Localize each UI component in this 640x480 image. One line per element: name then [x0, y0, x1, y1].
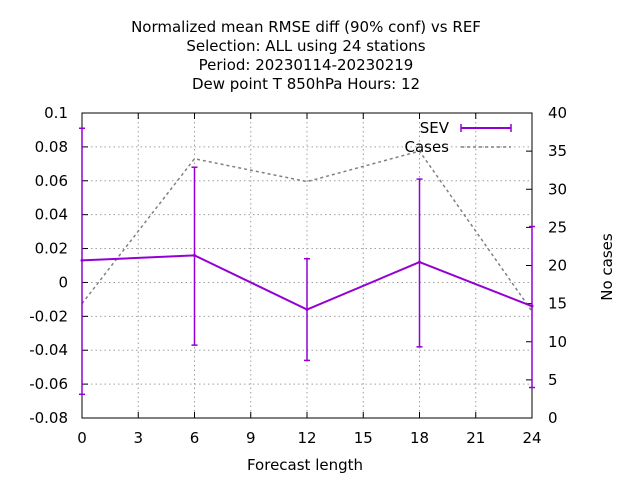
x-tick-label: 18 [410, 429, 429, 447]
data-point-sev [530, 304, 534, 308]
x-tick-label: 12 [297, 429, 316, 447]
title-line: Normalized mean RMSE diff (90% conf) vs … [131, 18, 481, 36]
y2-tick-label: 0 [548, 409, 558, 427]
title-line: Period: 20230114-20230219 [199, 56, 414, 74]
y2-tick-label: 25 [548, 218, 567, 236]
y-tick-label: 0.04 [35, 206, 68, 224]
y-axis-ticks: -0.08 -0.06 -0.04 -0.02 0 0.02 0.04 0.06 0.08 0.1 [29, 104, 88, 427]
y-tick-label: 0.02 [35, 240, 68, 258]
x-tick-label: 3 [133, 429, 143, 447]
y2-tick-label: 15 [548, 295, 567, 313]
y2-tick-label: 10 [548, 333, 567, 351]
series [79, 127, 535, 396]
y2-tick-label: 30 [548, 180, 567, 198]
x-tick-label: 15 [354, 429, 373, 447]
data-point-sev [418, 260, 421, 264]
x-tick-label: 6 [190, 429, 200, 447]
data-point-sev [193, 253, 196, 257]
title-line: Selection: ALL using 24 stations [186, 37, 425, 55]
y2-tick-label: 40 [548, 104, 567, 122]
series-line-cases [81, 150, 533, 312]
x-axis-ticks: 0 3 6 9 12 15 18 21 24 [77, 113, 542, 447]
y-tick-label: -0.04 [29, 341, 68, 359]
y-tick-label: 0 [58, 273, 68, 291]
y-tick-label: 0.08 [35, 138, 68, 156]
y-tick-label: 0.1 [44, 104, 68, 122]
x-tick-label: 9 [246, 429, 256, 447]
y2-tick-label: 5 [548, 371, 558, 389]
x-tick-label: 21 [466, 429, 485, 447]
title-line: Dew point T 850hPa Hours: 12 [192, 75, 420, 93]
legend-label-sev: SEV [420, 119, 450, 137]
y-tick-label: 0.06 [35, 172, 68, 190]
x-tick-label: 24 [522, 429, 541, 447]
y-tick-label: -0.08 [29, 409, 68, 427]
legend-label-cases: Cases [404, 138, 449, 156]
y-tick-label: -0.02 [29, 307, 68, 325]
data-point-sev [305, 308, 309, 312]
y2-tick-label: 35 [548, 142, 567, 160]
y2-axis-ticks: 0 5 10 15 20 25 30 35 40 [526, 104, 567, 427]
x-axis-label: Forecast length [247, 456, 363, 474]
chart-title: Normalized mean RMSE diff (90% conf) vs … [131, 18, 481, 93]
y2-axis-label: No cases [598, 233, 616, 301]
data-point-sev [80, 258, 84, 262]
x-tick-label: 0 [77, 429, 87, 447]
y-tick-label: -0.06 [29, 375, 68, 393]
y2-tick-label: 20 [548, 257, 567, 275]
